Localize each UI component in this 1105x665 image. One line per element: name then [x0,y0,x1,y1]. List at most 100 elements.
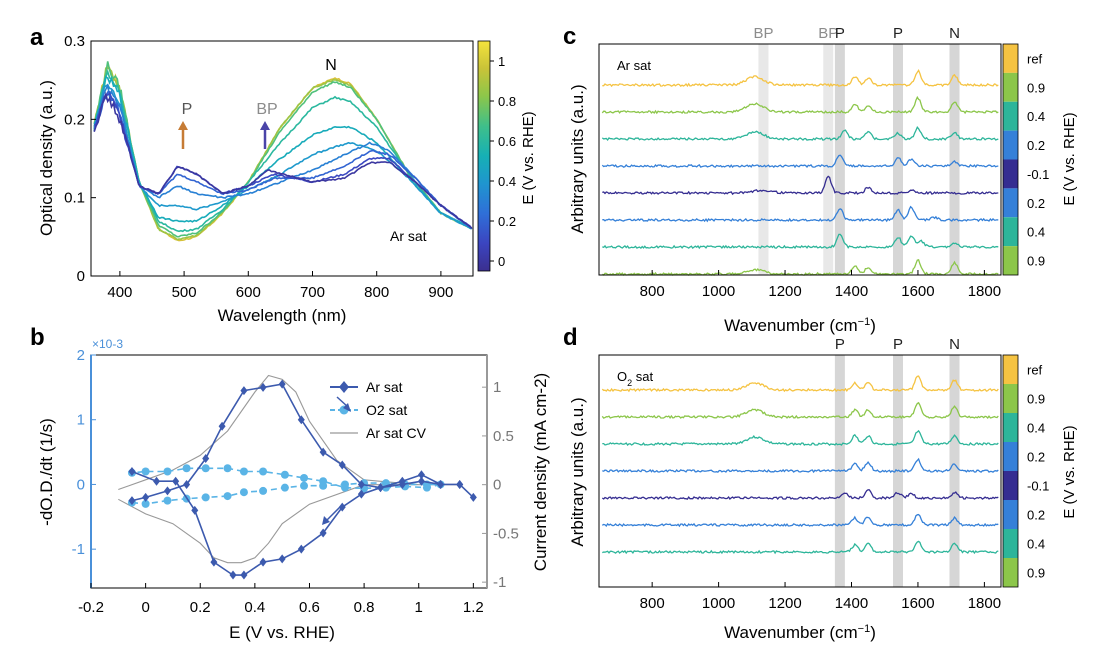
panel-d-colorbar: ref 0.9 0.4 0.2 -0.1 0.2 0.4 0.9 [1002,354,1049,588]
o2-sat-point [340,483,349,492]
o2-sat-point [182,464,191,473]
raman-trace [602,457,999,474]
o2-sat-point [422,483,431,492]
ar-sat-point [297,544,305,554]
colorbar-segment [1003,72,1018,102]
colorbar-tick-label: 0.8 [498,94,516,109]
colorbar-segment [1003,529,1018,558]
x-tick-label: 500 [172,284,197,301]
panel-c-x-ticks: 800 1000 1200 1400 1600 1800 [640,270,1001,300]
colorbar-frame [1002,43,1019,276]
band-label: P [893,336,903,353]
band-shade [834,44,845,275]
right-tick-label: 1 [493,379,501,396]
x-tick-label: 1800 [968,595,1001,612]
o2-sat-point [141,467,150,476]
ar-sat-point [357,489,365,499]
spectrum-line [93,69,472,233]
legend-label-cv: Ar sat CV [366,425,427,441]
arrow-up-p [178,121,188,149]
panel-a-axes-box [90,40,474,277]
band-label: N [949,336,960,353]
x-tick-label: 800 [640,283,665,300]
spectrum-line [93,91,473,229]
raman-trace [602,69,999,88]
colorbar-label: 0.4 [1027,421,1045,436]
ar-sat-point [338,502,346,512]
colorbar-segment [1003,246,1018,275]
panel-d-axes-box [598,354,1002,588]
panel-b-x-axis-label: E (V vs. RHE) [229,623,335,642]
ar-sat-point [278,379,286,389]
left-tick-label: -1 [72,541,85,558]
panel-a-colorbar-ticks: 1 0.8 0.6 0.4 0.2 0 [490,54,516,269]
colorbar-label: 0.2 [1027,138,1045,153]
colorbar-tick-label: 0.4 [498,174,516,189]
band-label: P [835,336,845,353]
ar-sat-point [259,382,267,392]
raman-trace [601,125,999,142]
raman-trace [602,175,999,196]
panel-a-y-ticks: 0 0.1 0.2 0.3 [64,33,96,285]
arrow-sweep-reverse [322,505,342,525]
right-tick-label: 0.5 [493,428,514,445]
o2-sat-point [300,473,309,482]
o2-sat-point [223,464,232,473]
right-tick-label: -1 [493,574,506,591]
panel-d-spectra [601,375,999,555]
y-tick-label: 0.1 [64,190,85,207]
ar-sat-point [142,492,150,502]
panel-c-axes-box [598,43,1002,276]
o2-sat-point [280,470,289,479]
ar-sat-point [319,447,327,457]
ar-sat-point [417,476,425,486]
colorbar-tick-label: 1 [498,54,505,69]
panel-c-x-axis-label-text: Wavenumber (cm [724,316,858,335]
o2-sat-point [201,493,210,502]
colorbar-frame [1002,354,1019,588]
raman-trace [601,154,999,169]
panel-b: b -0.2 0 0.2 0.4 0.6 0.8 1 1.2 -1 0 1 2 -1 -0.5 0 0.5… [30,324,550,642]
raman-trace [602,540,999,555]
panel-c-x-axis-label-exp: −1 [858,316,871,328]
x-tick-label: 600 [236,284,261,301]
panel-a: a 400 500 600 700 800 900 0 0.1 0.2 0.3 Waveleng… [30,24,537,325]
right-tick-label: 0 [493,477,501,494]
x-tick-label: 0.2 [190,599,211,616]
cv-curve [118,374,460,564]
colorbar-segment [1003,159,1018,189]
panel-c-y-axis-label: Arbitrary units (a.u.) [568,84,587,233]
colorbar-label: 0.9 [1027,80,1045,95]
panel-c-colorbar: ref 0.9 0.4 0.2 -0.1 0.2 0.4 0.9 [1002,43,1049,276]
o2-sat-point [163,496,172,505]
x-tick-label: -0.2 [78,599,104,616]
panel-a-colorbar [477,40,491,272]
x-tick-label: 800 [640,595,665,612]
band-label: N [949,25,960,42]
band-shade [949,44,960,275]
raman-trace [601,513,999,528]
right-tick-label: -0.5 [493,525,519,542]
band-label: BP [818,25,838,42]
x-tick-label: 1400 [835,283,868,300]
panel-d-x-axis-label-close: ) [870,623,876,642]
ar-sat-point [319,528,327,538]
y-tick-label: 0 [77,268,85,285]
band-shade [949,355,960,587]
panel-b-legend: Ar sat O2 sat Ar sat CV [330,379,427,441]
ar-sat-point [297,415,305,425]
panel-c-spectra [601,69,999,277]
panel-letter-d: d [563,324,578,351]
ar-sat-point [191,505,199,515]
x-tick-label: 0.8 [354,599,375,616]
ar-sat-point [376,483,384,493]
ar-sat-point [218,421,226,431]
x-tick-label: 1400 [835,595,868,612]
x-tick-label: 0.4 [244,599,265,616]
arrow-up-bp [260,121,270,149]
panel-d-colorbar-label: E (V vs. RHE) [1061,425,1078,518]
spectrum-line [93,83,473,230]
panel-d: d 800 1000 1200 1400 1600 1800 P P N O2 sat Wav… [563,324,1078,642]
panel-a-y-axis-label: Optical density (a.u.) [37,80,56,236]
ar-sat-point [128,496,136,506]
